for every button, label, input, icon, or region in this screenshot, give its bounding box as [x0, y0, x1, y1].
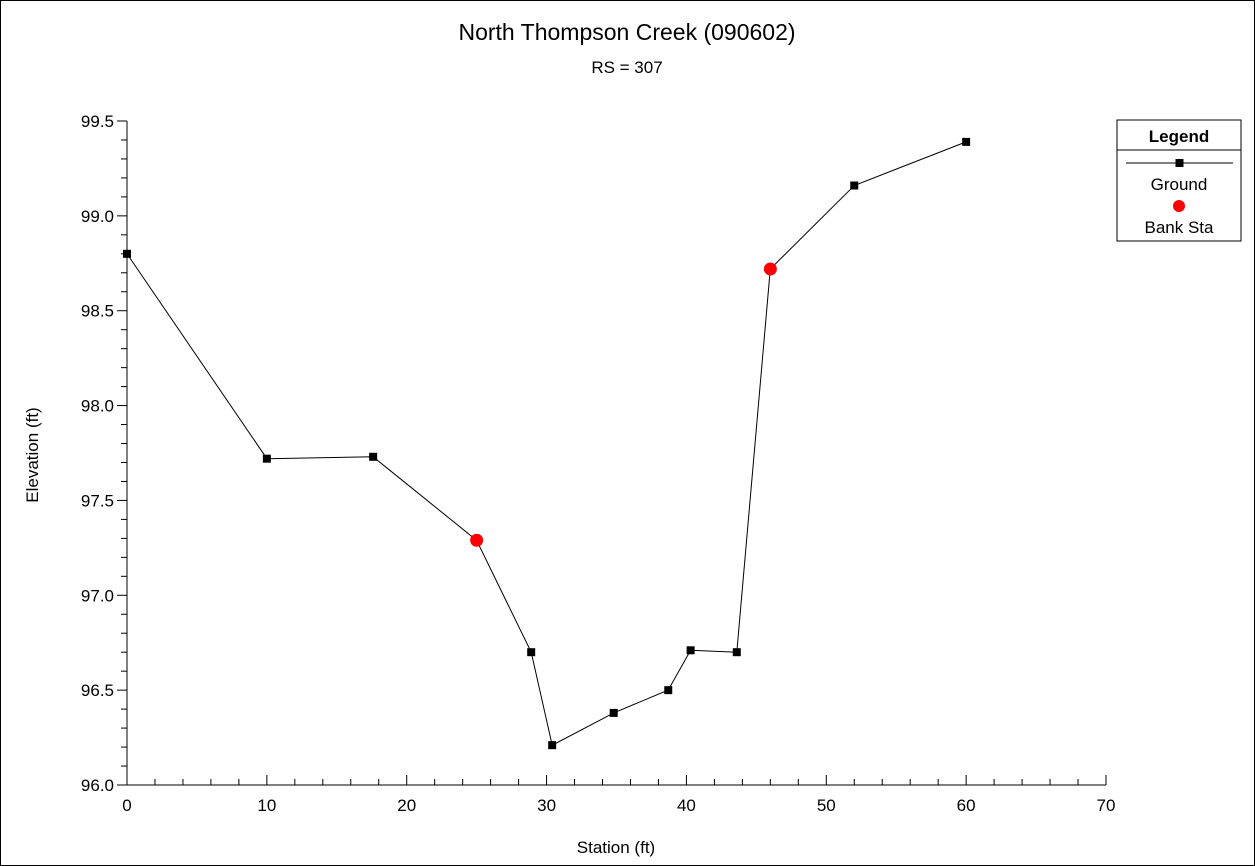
- bank-station-point: [763, 262, 777, 276]
- ground-point: [962, 137, 971, 146]
- ground-point: [609, 708, 618, 717]
- x-tick-label: 50: [817, 796, 836, 815]
- legend-box: [1116, 119, 1242, 242]
- x-tick-label: 60: [957, 796, 976, 815]
- ground-line: [126, 141, 967, 746]
- legend-ground-label: Ground: [1151, 175, 1208, 194]
- y-tick-label: 96.0: [81, 776, 114, 795]
- y-tick-label: 98.0: [81, 397, 114, 416]
- ground-point: [732, 648, 741, 657]
- y-tick-label: 99.5: [81, 112, 114, 131]
- x-tick-label: 0: [122, 796, 131, 815]
- ground-point: [527, 648, 536, 657]
- y-tick-label: 96.5: [81, 681, 114, 700]
- chart-title: North Thompson Creek (090602): [458, 19, 795, 45]
- y-tick-label: 99.0: [81, 207, 114, 226]
- y-tick-label: 98.5: [81, 302, 114, 321]
- y-tick-label: 97.0: [81, 586, 114, 605]
- ground-point: [262, 454, 271, 463]
- ground-point: [686, 646, 695, 655]
- ground-point: [369, 452, 378, 461]
- chart-subtitle: RS = 307: [591, 58, 662, 77]
- axis-ticks: 0 10 20 30 40 50 60 70 96.0 96.5 97.0 97.5 98.0 98.5 9…: [81, 112, 1116, 815]
- x-tick-label: 30: [537, 796, 556, 815]
- y-tick-label: 97.5: [81, 491, 114, 510]
- ground-point: [123, 249, 131, 258]
- ground-point: [548, 741, 557, 750]
- x-tick-label: 70: [1097, 796, 1116, 815]
- legend: Legend Ground Bank Sta: [1116, 119, 1242, 242]
- ground-point: [850, 181, 859, 190]
- bank-station-point: [470, 533, 484, 547]
- x-tick-label: 40: [677, 796, 696, 815]
- legend-bank-label: Bank Sta: [1145, 218, 1215, 237]
- y-axis-label: Elevation (ft): [23, 407, 42, 502]
- legend-bank-marker: [1173, 200, 1185, 212]
- x-tick-label: 20: [397, 796, 416, 815]
- ground-point: [664, 686, 673, 695]
- plot-area: [123, 137, 971, 750]
- x-tick-label: 10: [257, 796, 276, 815]
- legend-title: Legend: [1149, 127, 1209, 146]
- x-axis-label: Station (ft): [577, 838, 655, 857]
- legend-ground-marker: [1175, 159, 1184, 167]
